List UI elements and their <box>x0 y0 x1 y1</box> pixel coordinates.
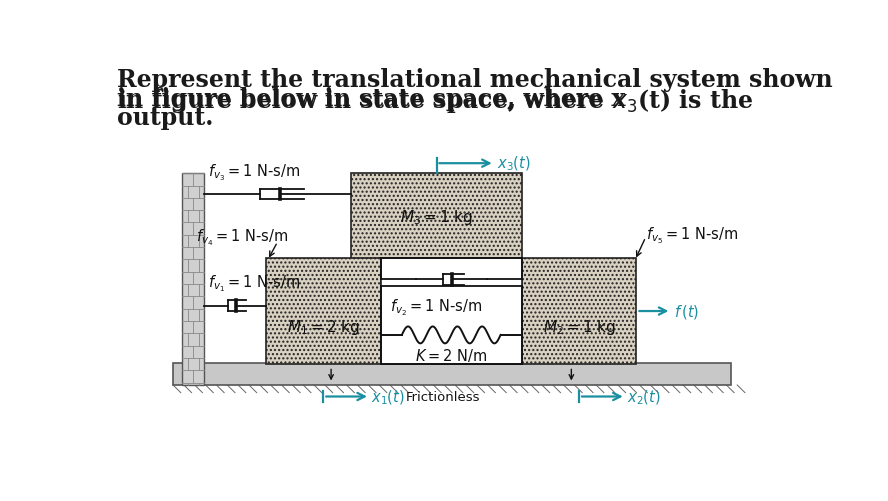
Text: in figure below in state space, where x: in figure below in state space, where x <box>117 87 626 111</box>
Bar <box>352 174 522 260</box>
Text: $f_{v_3} = 1\ \mathrm{N\text{-}s/m}$: $f_{v_3} = 1\ \mathrm{N\text{-}s/m}$ <box>208 162 300 182</box>
Bar <box>182 174 204 385</box>
Bar <box>266 259 381 364</box>
Text: $f_{v_1} = 1\ \mathrm{N\text{-}s/m}$: $f_{v_1} = 1\ \mathrm{N\text{-}s/m}$ <box>208 273 300 294</box>
Text: $M_2 = 1\ \mathrm{kg}$: $M_2 = 1\ \mathrm{kg}$ <box>543 318 615 337</box>
Text: $M_1 = 2\ \mathrm{kg}$: $M_1 = 2\ \mathrm{kg}$ <box>287 318 360 337</box>
Text: $f_{v_2} = 1\ \mathrm{N\text{-}s/m}$: $f_{v_2} = 1\ \mathrm{N\text{-}s/m}$ <box>390 297 482 317</box>
Text: Represent the translational mechanical system shown: Represent the translational mechanical s… <box>117 68 833 92</box>
Bar <box>173 364 731 385</box>
Text: $f_{v_5} = 1\ \mathrm{N\text{-}s/m}$: $f_{v_5} = 1\ \mathrm{N\text{-}s/m}$ <box>646 225 738 245</box>
Text: $M_3 = 1\ \mathrm{kg}$: $M_3 = 1\ \mathrm{kg}$ <box>400 207 473 226</box>
Text: Frictionless: Frictionless <box>406 390 480 403</box>
Text: in figure below in state space, where $x_3$(t) is the: in figure below in state space, where $x… <box>117 87 753 115</box>
Text: $x_2(t)$: $x_2(t)$ <box>627 388 661 406</box>
Text: $x_3(t)$: $x_3(t)$ <box>497 155 531 173</box>
Text: output.: output. <box>117 106 214 130</box>
Text: $K = 2\ \mathrm{N/m}$: $K = 2\ \mathrm{N/m}$ <box>415 347 488 364</box>
Text: $x_1(t)$: $x_1(t)$ <box>371 388 405 406</box>
Bar <box>381 259 522 364</box>
Text: $f_{v_4} = 1\ \mathrm{N\text{-}s/m}$: $f_{v_4} = 1\ \mathrm{N\text{-}s/m}$ <box>196 226 289 247</box>
Bar <box>522 259 637 364</box>
Text: $f\,(t)$: $f\,(t)$ <box>674 303 699 321</box>
